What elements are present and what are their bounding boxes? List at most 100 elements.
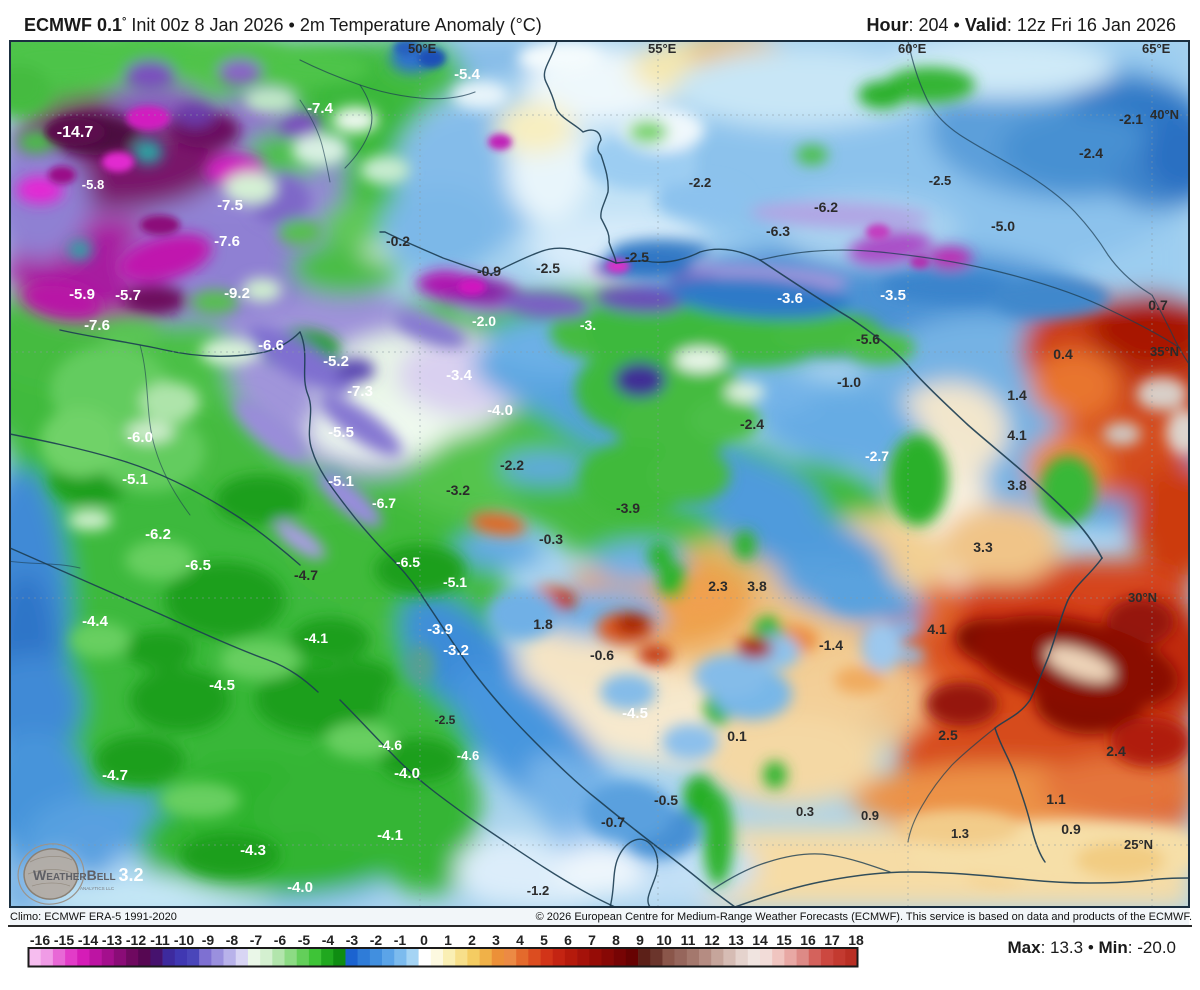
svg-text:-0.3: -0.3 [539,531,563,547]
svg-text:-0.2: -0.2 [386,233,410,249]
svg-text:0.9: 0.9 [861,808,879,823]
svg-text:3: 3 [492,932,500,948]
svg-text:3.8: 3.8 [747,578,767,594]
svg-text:-6: -6 [274,932,287,948]
svg-text:-4.7: -4.7 [102,767,128,784]
svg-text:-4.7: -4.7 [294,567,318,583]
svg-text:16: 16 [800,932,816,948]
svg-text:-5.1: -5.1 [122,471,148,488]
svg-text:-4.1: -4.1 [304,630,328,646]
svg-text:18: 18 [848,932,864,948]
svg-text:-7.3: -7.3 [347,383,373,400]
svg-text:-5.1: -5.1 [328,473,354,490]
svg-text:-14: -14 [78,932,98,948]
svg-text:-2.0: -2.0 [472,313,496,329]
svg-text:-0.7: -0.7 [601,814,625,830]
svg-text:6: 6 [564,932,572,948]
svg-text:-5.7: -5.7 [115,287,141,304]
svg-text:0.7: 0.7 [1148,297,1168,313]
svg-text:-5.8: -5.8 [82,177,104,192]
svg-text:-0.5: -0.5 [654,792,678,808]
svg-text:-4.5: -4.5 [209,677,235,694]
svg-text:-5.0: -5.0 [991,218,1015,234]
svg-text:1.4: 1.4 [1007,387,1027,403]
svg-text:-4.0: -4.0 [287,879,313,896]
svg-text:-5: -5 [298,932,311,948]
svg-text:50°E: 50°E [408,41,437,56]
svg-text:-3.6: -3.6 [777,290,803,307]
svg-text:35°N: 35°N [1150,344,1179,359]
svg-text:-1.4: -1.4 [819,637,843,653]
svg-text:-2.5: -2.5 [625,249,649,265]
svg-text:Max: 13.3 • Min: -20.0: Max: 13.3 • Min: -20.0 [1008,938,1177,957]
svg-text:ANALYTICS LLC: ANALYTICS LLC [80,886,115,891]
svg-text:5: 5 [540,932,548,948]
svg-text:-7: -7 [250,932,263,948]
svg-text:12: 12 [704,932,720,948]
svg-text:-4.0: -4.0 [487,402,513,419]
svg-text:4: 4 [516,932,524,948]
svg-text:-6.5: -6.5 [396,554,420,570]
svg-text:25°N: 25°N [1124,837,1153,852]
svg-text:-2.5: -2.5 [929,173,951,188]
svg-text:3.2: 3.2 [118,865,143,885]
svg-text:2.3: 2.3 [708,578,728,594]
svg-text:65°E: 65°E [1142,41,1171,56]
svg-text:-9.2: -9.2 [224,285,250,302]
svg-text:-3.: -3. [580,317,596,333]
svg-text:-5.2: -5.2 [323,353,349,370]
svg-text:-3.4: -3.4 [446,367,473,384]
svg-text:0.3: 0.3 [796,804,814,819]
svg-text:-11: -11 [150,932,170,948]
svg-text:-2: -2 [370,932,383,948]
svg-text:-14.7: -14.7 [57,124,94,141]
svg-text:-4.5: -4.5 [622,705,648,722]
svg-text:-2.2: -2.2 [689,175,711,190]
svg-text:0.4: 0.4 [1053,346,1073,362]
svg-text:1.1: 1.1 [1046,791,1066,807]
svg-text:-2.7: -2.7 [865,448,889,464]
svg-text:8: 8 [612,932,620,948]
svg-text:-4.0: -4.0 [394,765,420,782]
svg-text:-0.9: -0.9 [477,263,501,279]
svg-text:-1: -1 [394,932,407,948]
svg-text:-7.6: -7.6 [84,317,110,334]
svg-text:-7.4: -7.4 [307,100,334,117]
svg-text:13: 13 [728,932,744,948]
svg-text:4.1: 4.1 [927,621,947,637]
svg-text:-5.9: -5.9 [69,286,95,303]
svg-text:-4.3: -4.3 [240,842,266,859]
svg-text:11: 11 [681,932,696,948]
svg-text:-6.7: -6.7 [372,495,396,511]
svg-text:-9: -9 [202,932,215,948]
svg-text:-4.6: -4.6 [378,737,402,753]
svg-text:-1.0: -1.0 [837,374,861,390]
svg-text:ECMWF 0.1° Init 00z 8 Jan 2026: ECMWF 0.1° Init 00z 8 Jan 2026 • 2m Temp… [24,15,542,35]
svg-text:2.4: 2.4 [1106,743,1126,759]
svg-text:0.1: 0.1 [727,728,747,744]
svg-text:-13: -13 [102,932,122,948]
svg-text:-7.5: -7.5 [217,197,243,214]
svg-text:10: 10 [656,932,672,948]
svg-text:-3.2: -3.2 [446,482,470,498]
svg-text:7: 7 [588,932,596,948]
svg-text:9: 9 [636,932,644,948]
svg-text:1.8: 1.8 [533,616,553,632]
svg-text:2.5: 2.5 [938,727,958,743]
svg-text:-2.5: -2.5 [435,713,456,727]
svg-text:0: 0 [420,932,428,948]
svg-text:Hour: 204 • Valid: 12z Fri 16: Hour: 204 • Valid: 12z Fri 16 Jan 2026 [867,15,1176,35]
svg-text:-6.2: -6.2 [145,526,171,543]
svg-text:-6.3: -6.3 [766,223,790,239]
svg-text:-3: -3 [346,932,359,948]
svg-text:-6.0: -6.0 [127,429,153,446]
svg-text:-2.2: -2.2 [500,457,524,473]
svg-text:2: 2 [468,932,476,948]
svg-text:1: 1 [444,932,452,948]
svg-text:-3.9: -3.9 [427,621,453,638]
svg-text:-15: -15 [54,932,74,948]
svg-text:-2.5: -2.5 [536,260,560,276]
svg-text:-7.6: -7.6 [214,233,240,250]
svg-text:-5.1: -5.1 [443,574,467,590]
svg-text:14: 14 [752,932,768,948]
